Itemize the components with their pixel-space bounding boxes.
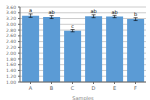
svg-text:c: c [71, 23, 74, 29]
svg-text:2.40: 2.40 [6, 39, 16, 44]
svg-text:b: b [134, 11, 137, 17]
svg-text:1.20: 1.20 [6, 74, 16, 79]
svg-text:3.40: 3.40 [6, 10, 16, 15]
svg-text:3.00: 3.00 [6, 22, 16, 27]
svg-text:E: E [113, 85, 116, 91]
svg-text:C: C [71, 85, 75, 91]
svg-text:2.20: 2.20 [6, 45, 16, 50]
svg-text:2.00: 2.00 [6, 51, 16, 56]
svg-text:A: A [29, 85, 33, 91]
svg-text:D: D [92, 85, 96, 91]
svg-text:3.60: 3.60 [6, 5, 16, 10]
svg-text:1.40: 1.40 [6, 68, 16, 73]
svg-text:a: a [29, 7, 32, 13]
svg-text:ab: ab [48, 9, 54, 15]
svg-text:1.60: 1.60 [6, 62, 16, 67]
svg-text:Samples: Samples [72, 95, 94, 100]
svg-text:B: B [50, 85, 54, 91]
svg-text:1.80: 1.80 [6, 57, 16, 62]
svg-text:2.80: 2.80 [6, 28, 16, 33]
svg-text:ab: ab [111, 9, 117, 15]
svg-text:1.00: 1.00 [6, 80, 16, 85]
svg-text:2.60: 2.60 [6, 33, 16, 38]
svg-text:F: F [134, 85, 137, 91]
svg-text:ab: ab [90, 8, 96, 14]
svg-text:3.20: 3.20 [6, 16, 16, 21]
